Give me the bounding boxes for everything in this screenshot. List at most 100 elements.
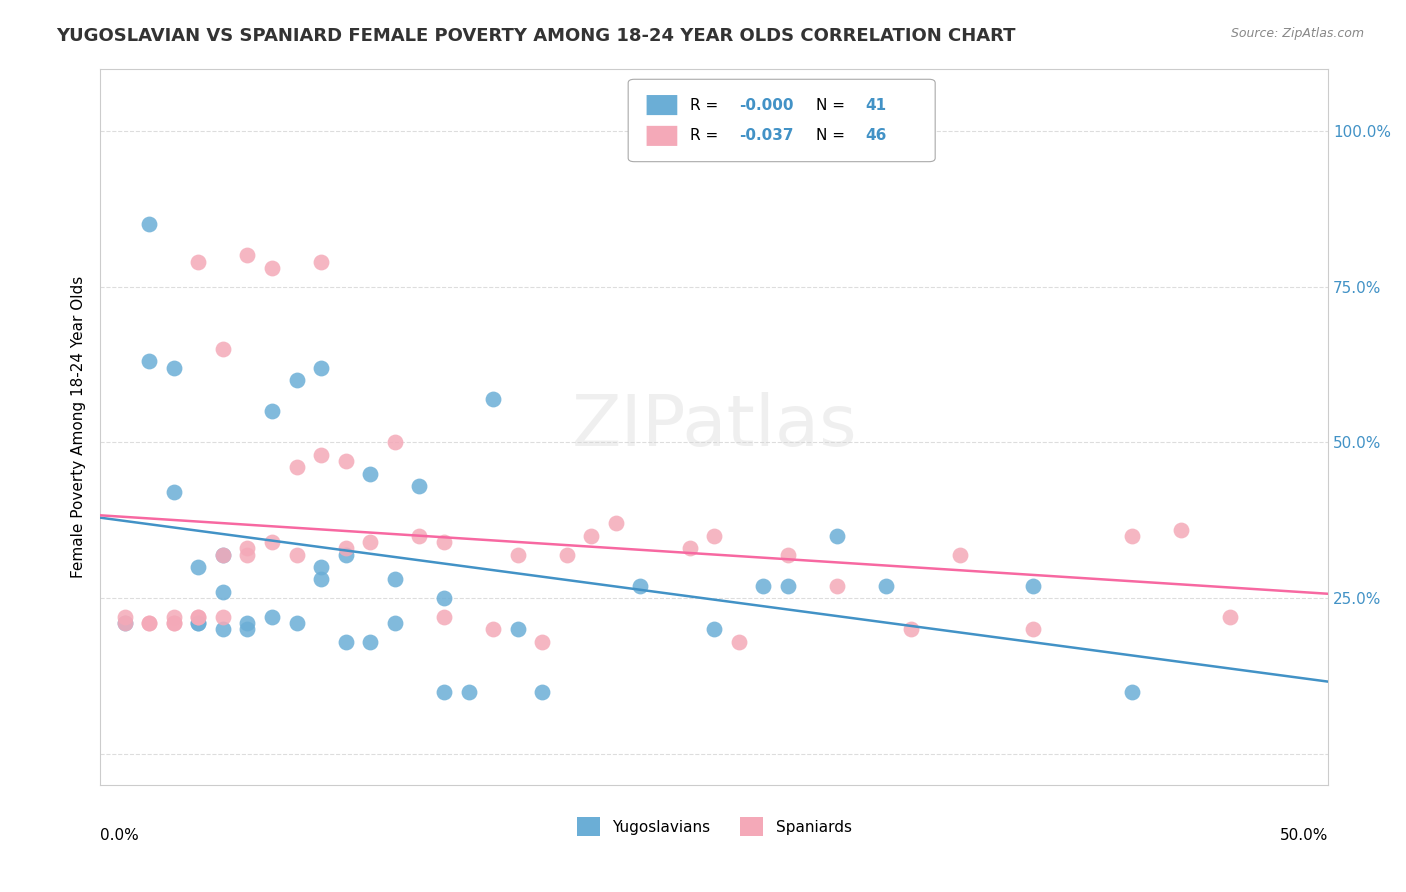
- Point: [752, 579, 775, 593]
- Point: [187, 610, 209, 624]
- Point: [776, 548, 799, 562]
- Point: [309, 448, 332, 462]
- Point: [187, 560, 209, 574]
- Point: [678, 541, 700, 556]
- Point: [309, 573, 332, 587]
- Text: Source: ZipAtlas.com: Source: ZipAtlas.com: [1230, 27, 1364, 40]
- Point: [187, 616, 209, 631]
- Point: [506, 548, 529, 562]
- Point: [1121, 684, 1143, 698]
- Text: N =: N =: [815, 97, 851, 112]
- Point: [335, 541, 357, 556]
- Point: [212, 623, 235, 637]
- Point: [433, 684, 456, 698]
- Legend: Yugoslavians, Spaniards: Yugoslavians, Spaniards: [571, 811, 858, 842]
- Point: [408, 529, 430, 543]
- Point: [433, 535, 456, 549]
- Point: [1219, 610, 1241, 624]
- Point: [260, 404, 283, 418]
- Point: [163, 616, 186, 631]
- Text: 50.0%: 50.0%: [1279, 828, 1329, 843]
- Point: [114, 610, 136, 624]
- Point: [138, 616, 160, 631]
- Y-axis label: Female Poverty Among 18-24 Year Olds: Female Poverty Among 18-24 Year Olds: [72, 276, 86, 578]
- Point: [727, 634, 749, 648]
- Point: [825, 136, 848, 151]
- Point: [875, 136, 897, 151]
- FancyBboxPatch shape: [647, 126, 678, 146]
- Point: [433, 591, 456, 606]
- Point: [309, 254, 332, 268]
- Point: [776, 579, 799, 593]
- Point: [531, 634, 554, 648]
- Point: [703, 529, 725, 543]
- Point: [384, 573, 406, 587]
- Point: [1121, 529, 1143, 543]
- Point: [384, 435, 406, 450]
- Point: [605, 516, 627, 531]
- Point: [335, 548, 357, 562]
- Point: [581, 529, 603, 543]
- FancyBboxPatch shape: [647, 95, 678, 115]
- Point: [260, 260, 283, 275]
- Point: [260, 610, 283, 624]
- Point: [236, 623, 259, 637]
- Text: R =: R =: [689, 128, 723, 144]
- Text: 46: 46: [865, 128, 887, 144]
- Point: [114, 616, 136, 631]
- Point: [285, 616, 308, 631]
- Point: [408, 479, 430, 493]
- Text: -0.000: -0.000: [738, 97, 793, 112]
- Point: [212, 342, 235, 356]
- Point: [187, 610, 209, 624]
- Point: [1022, 623, 1045, 637]
- Point: [825, 579, 848, 593]
- Point: [703, 623, 725, 637]
- Point: [187, 616, 209, 631]
- Point: [285, 373, 308, 387]
- Text: 41: 41: [865, 97, 886, 112]
- Text: -0.037: -0.037: [738, 128, 793, 144]
- Point: [482, 623, 505, 637]
- Point: [309, 560, 332, 574]
- Point: [212, 548, 235, 562]
- Text: R =: R =: [689, 97, 723, 112]
- Point: [163, 485, 186, 500]
- Point: [457, 684, 479, 698]
- Point: [359, 535, 381, 549]
- Point: [506, 623, 529, 637]
- Point: [236, 548, 259, 562]
- Point: [384, 616, 406, 631]
- Point: [212, 610, 235, 624]
- Text: YUGOSLAVIAN VS SPANIARD FEMALE POVERTY AMONG 18-24 YEAR OLDS CORRELATION CHART: YUGOSLAVIAN VS SPANIARD FEMALE POVERTY A…: [56, 27, 1015, 45]
- Point: [236, 541, 259, 556]
- Point: [285, 548, 308, 562]
- Point: [212, 548, 235, 562]
- Point: [114, 616, 136, 631]
- Point: [630, 579, 652, 593]
- Point: [555, 548, 578, 562]
- Point: [163, 360, 186, 375]
- Point: [900, 623, 922, 637]
- Point: [163, 616, 186, 631]
- Point: [359, 467, 381, 481]
- Point: [163, 610, 186, 624]
- Text: ZIPatlas: ZIPatlas: [571, 392, 856, 461]
- Point: [309, 360, 332, 375]
- Text: N =: N =: [815, 128, 851, 144]
- Point: [138, 354, 160, 368]
- Point: [875, 579, 897, 593]
- FancyBboxPatch shape: [628, 79, 935, 161]
- Point: [482, 392, 505, 406]
- Point: [335, 634, 357, 648]
- Point: [187, 254, 209, 268]
- Point: [531, 684, 554, 698]
- Point: [236, 616, 259, 631]
- Point: [433, 610, 456, 624]
- Point: [335, 454, 357, 468]
- Point: [825, 529, 848, 543]
- Text: 0.0%: 0.0%: [100, 828, 139, 843]
- Point: [212, 585, 235, 599]
- Point: [236, 248, 259, 262]
- Point: [138, 217, 160, 231]
